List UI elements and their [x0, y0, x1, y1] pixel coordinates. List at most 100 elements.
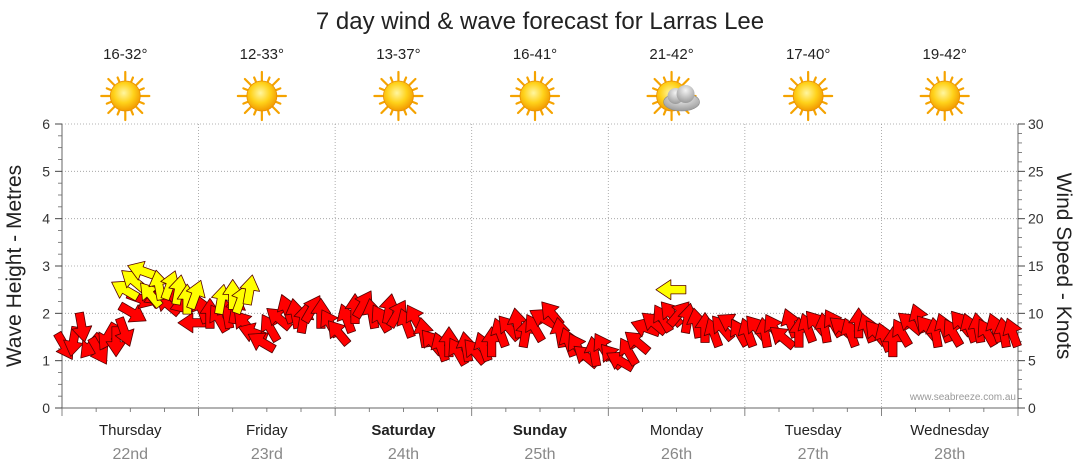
gust-arrow — [239, 274, 261, 306]
sun-icon — [919, 70, 970, 122]
date-label: 22nd — [112, 446, 148, 463]
gust-arrow — [168, 274, 189, 306]
day-temperature: 13-37° — [376, 46, 420, 63]
wind-arrow — [352, 290, 373, 320]
date-label: 23rd — [251, 446, 283, 463]
right-tick-label: 15 — [1028, 258, 1044, 274]
sun-ray — [380, 77, 390, 88]
right-tick-label: 20 — [1028, 211, 1044, 227]
sun-ray — [790, 104, 800, 115]
chart-title: 7 day wind & wave forecast for Larras Le… — [316, 8, 764, 35]
left-tick-label: 4 — [42, 211, 50, 227]
right-axis-title: Wind Speed - Knots — [1052, 173, 1075, 360]
sun-disc — [383, 80, 414, 112]
date-label: 26th — [661, 446, 692, 463]
date-label: 25th — [524, 446, 555, 463]
sun-ray — [653, 104, 663, 115]
sun-ray — [407, 104, 417, 115]
gust-arrow — [655, 279, 687, 301]
day-label: Monday — [650, 422, 704, 439]
right-tick-label: 25 — [1028, 163, 1044, 179]
date-label: 24th — [388, 446, 419, 463]
sun-icon — [236, 70, 287, 122]
right-tick-label: 0 — [1028, 400, 1036, 416]
sun-ray — [243, 77, 254, 88]
right-tick-label: 10 — [1028, 305, 1044, 321]
sun-ray — [790, 77, 800, 88]
day-label: Sunday — [513, 422, 568, 439]
sun-ray — [270, 77, 280, 88]
daily-forecast-row: 16-32° 12-33° 13-37° 16-41° 21-42° 17-40° 19-4… — [100, 46, 970, 122]
sun-ray — [926, 77, 936, 88]
wind-gust-series — [111, 260, 687, 316]
wind-arrow — [1002, 317, 1023, 349]
wind-arrow — [310, 297, 332, 329]
date-label: 27th — [798, 446, 829, 463]
day-temperature: 17-40° — [786, 46, 830, 63]
sun-ray — [653, 77, 663, 88]
day-label: Saturday — [371, 422, 436, 439]
sun-ray — [407, 77, 417, 88]
sun-ray — [380, 104, 390, 115]
sun-disc — [246, 80, 278, 112]
cloud-puff — [676, 85, 695, 103]
wind-arrow — [247, 332, 277, 354]
sun-ray — [953, 77, 963, 88]
wind-arrow — [114, 316, 135, 347]
wind-arrow — [386, 299, 407, 329]
day-temperature: 21-42° — [649, 46, 693, 63]
sun-disc — [929, 80, 961, 112]
left-tick-label: 3 — [42, 258, 50, 274]
right-tick-label: 30 — [1028, 116, 1044, 132]
sun-ray — [107, 104, 117, 115]
gust-arrow — [127, 260, 158, 281]
sun-disc — [519, 80, 551, 112]
left-tick-label: 5 — [42, 163, 50, 179]
sun-icon — [783, 70, 834, 122]
wind-arrow — [769, 326, 797, 351]
gust-arrow — [185, 279, 206, 311]
left-tick-label: 1 — [42, 353, 50, 369]
sun-ray — [107, 77, 117, 88]
sun-ray — [543, 77, 554, 88]
wind-arrow — [105, 326, 127, 358]
wind-arrow — [199, 297, 221, 329]
sun-ray — [516, 104, 527, 115]
day-temperature: 12-33° — [240, 46, 284, 63]
day-axis: Thursday 22nd Friday 23rd Saturday 24th Sunday… — [61, 408, 1019, 463]
grid-lines — [62, 123, 1018, 408]
sun-ray — [816, 104, 827, 115]
gust-arrow — [111, 280, 141, 302]
partly-cloudy-icon — [646, 70, 700, 122]
date-label: 28th — [934, 446, 965, 463]
sun-ray — [243, 104, 254, 115]
wind-arrow — [624, 331, 652, 355]
right-tick-label: 5 — [1028, 353, 1036, 369]
left-tick-label: 2 — [42, 305, 50, 321]
day-temperature: 16-32° — [103, 46, 147, 63]
wind-arrow — [967, 312, 989, 344]
sun-icon — [100, 70, 151, 122]
day-temperature: 16-41° — [513, 46, 557, 63]
left-tick-label: 6 — [42, 116, 50, 132]
wind-speed-series — [53, 281, 1023, 373]
sun-ray — [816, 77, 827, 88]
sun-ray — [926, 104, 936, 115]
sun-disc — [792, 80, 824, 112]
wind-arrow — [438, 326, 460, 358]
sun-ray — [680, 77, 690, 88]
day-label: Thursday — [99, 422, 162, 439]
sun-ray — [516, 77, 527, 88]
wind-arrow — [71, 311, 93, 343]
source-credit: www.seabreeze.com.au — [909, 392, 1016, 403]
wave-height-axis: 0 1 2 3 4 5 6 — [42, 116, 62, 416]
sun-icon — [373, 70, 424, 122]
wind-arrow — [361, 298, 383, 330]
sun-ray — [134, 104, 144, 115]
sun-icon — [509, 70, 561, 122]
sun-ray — [543, 104, 554, 115]
wind-arrow — [327, 320, 352, 347]
day-temperature: 19-42° — [923, 46, 967, 63]
wind-speed-axis: 0 5 10 15 20 25 30 — [1018, 116, 1044, 416]
